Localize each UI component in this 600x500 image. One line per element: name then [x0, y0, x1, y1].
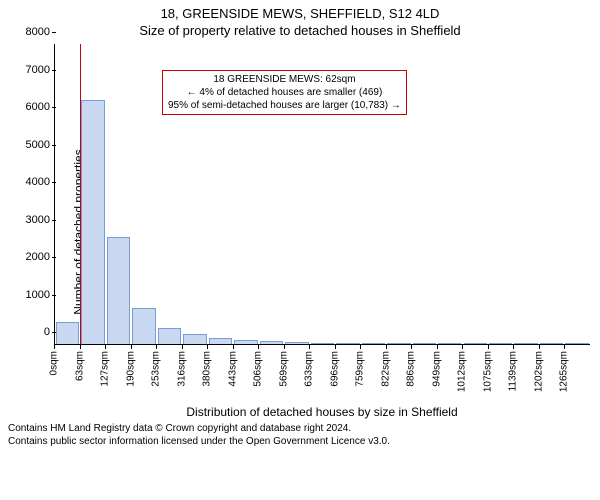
bar-slot	[157, 328, 182, 344]
bar	[540, 343, 563, 344]
y-tick: 5000	[14, 139, 50, 151]
bar-slot	[208, 338, 233, 344]
x-tick: 127sqm	[105, 345, 106, 403]
bar	[413, 343, 436, 344]
x-tick: 316sqm	[182, 345, 183, 403]
bar-slot	[80, 100, 105, 344]
x-tick: 63sqm	[80, 345, 81, 403]
y-tick: 6000	[14, 101, 50, 113]
bar-slot	[335, 343, 360, 344]
x-tick: 633sqm	[309, 345, 310, 403]
bar-slot	[310, 343, 335, 345]
bar-slot	[488, 343, 513, 344]
y-tick: 3000	[14, 214, 50, 226]
x-tick: 1012sqm	[462, 345, 463, 403]
y-tick: 0	[14, 326, 50, 338]
bar	[183, 334, 206, 344]
x-tick: 1139sqm	[513, 345, 514, 403]
bar	[285, 342, 308, 344]
x-tick: 380sqm	[207, 345, 208, 403]
x-tick: 949sqm	[437, 345, 438, 403]
address-line: 18, GREENSIDE MEWS, SHEFFIELD, S12 4LD	[0, 6, 600, 21]
bar	[132, 308, 155, 344]
annotation-line: ← 4% of detached houses are smaller (469…	[168, 86, 401, 99]
bar-slot	[539, 343, 564, 344]
x-tick: 759sqm	[360, 345, 361, 403]
x-tick: 1202sqm	[539, 345, 540, 403]
bar-slot	[284, 342, 309, 344]
bar	[514, 343, 537, 344]
bar-slot	[233, 340, 258, 345]
bar	[438, 343, 461, 344]
footer-line: Contains public sector information licen…	[8, 436, 592, 449]
bar-slot	[437, 343, 462, 344]
bar	[464, 343, 487, 344]
chart: Number of detached properties 0100020003…	[0, 44, 590, 419]
y-tick: 7000	[14, 64, 50, 76]
bar	[387, 343, 410, 344]
bar	[260, 341, 283, 344]
x-tick: 253sqm	[156, 345, 157, 403]
bar	[158, 328, 181, 344]
x-tick: 1265sqm	[564, 345, 565, 403]
x-tick: 190sqm	[131, 345, 132, 403]
bar-slot	[463, 343, 488, 344]
bar-slot	[412, 343, 437, 344]
y-tick: 4000	[14, 176, 50, 188]
footer-line: Contains HM Land Registry data © Crown c…	[8, 423, 592, 436]
annotation-box: 18 GREENSIDE MEWS: 62sqm← 4% of detached…	[162, 70, 407, 115]
x-tick: 0sqm	[54, 345, 55, 403]
footer: Contains HM Land Registry data © Crown c…	[0, 419, 600, 448]
bar-slot	[106, 237, 131, 344]
x-tick: 569sqm	[284, 345, 285, 403]
y-ticks: 010002000300040005000600070008000	[14, 44, 50, 344]
plot-area: 18 GREENSIDE MEWS: 62sqm← 4% of detached…	[54, 44, 590, 345]
bar	[81, 100, 104, 344]
bar	[234, 340, 257, 345]
annotation-line: 95% of semi-detached houses are larger (…	[168, 99, 401, 112]
subtitle: Size of property relative to detached ho…	[0, 23, 600, 38]
bar-slot	[55, 322, 80, 345]
y-tick: 2000	[14, 251, 50, 263]
bar	[565, 343, 588, 344]
x-axis-label: Distribution of detached houses by size …	[54, 405, 590, 419]
y-tick: 8000	[14, 26, 50, 38]
bar-slot	[182, 334, 207, 344]
bar-slot	[513, 343, 538, 344]
bar-slot	[259, 341, 284, 344]
x-tick: 506sqm	[258, 345, 259, 403]
y-tick: 1000	[14, 289, 50, 301]
x-tick: 443sqm	[233, 345, 234, 403]
bar	[311, 343, 334, 345]
property-marker-line	[80, 44, 81, 344]
x-tick: 822sqm	[386, 345, 387, 403]
x-tick: 1075sqm	[488, 345, 489, 403]
bar	[362, 343, 385, 344]
bar	[489, 343, 512, 344]
bar-slot	[386, 343, 411, 344]
bar-slot	[361, 343, 386, 344]
x-tick: 886sqm	[411, 345, 412, 403]
bar-slot	[564, 343, 589, 344]
bar	[107, 237, 130, 344]
bar	[209, 338, 232, 344]
bar	[336, 343, 359, 344]
bar-slot	[131, 308, 156, 344]
annotation-line: 18 GREENSIDE MEWS: 62sqm	[168, 73, 401, 86]
x-tick: 696sqm	[335, 345, 336, 403]
x-ticks: 0sqm 63sqm 127sqm 190sqm 253sqm 316sqm 380sqm 4…	[54, 345, 590, 403]
bar	[56, 322, 79, 345]
